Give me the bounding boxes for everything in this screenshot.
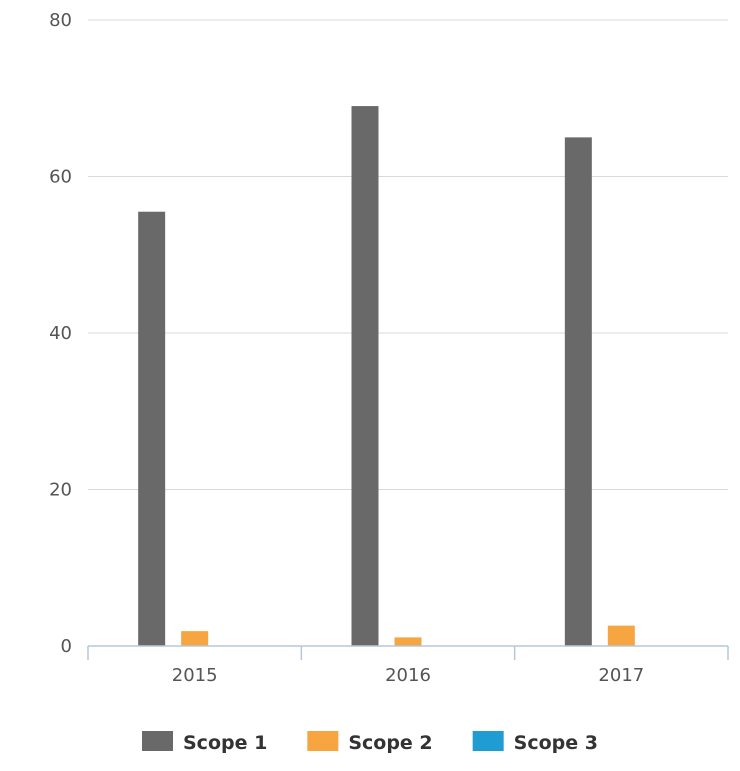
y-tick-label: 40: [49, 323, 72, 344]
bar-scope-1-2016: [351, 106, 379, 646]
legend-item-scope-2[interactable]: Scope 2: [307, 731, 433, 754]
y-tick-label: 60: [49, 167, 72, 188]
legend-swatch: [472, 731, 504, 751]
bars: [138, 106, 635, 646]
legend: Scope 1 Scope 2 Scope 3: [142, 731, 598, 754]
legend-swatch: [142, 731, 174, 751]
legend-item-scope-3[interactable]: Scope 3: [472, 731, 598, 754]
legend-swatch: [307, 731, 339, 751]
bar-scope-1-2015: [138, 211, 166, 646]
x-tick-label: 2016: [385, 665, 431, 686]
gridlines: [88, 19, 728, 490]
x-tick-label: 2015: [172, 665, 218, 686]
legend-label: Scope 1: [183, 732, 267, 754]
legend-item-scope-1[interactable]: Scope 1: [142, 731, 267, 754]
y-tick-label: 0: [61, 636, 72, 657]
legend-label: Scope 3: [514, 732, 598, 754]
legend-label: Scope 2: [348, 732, 432, 754]
bar-scope-2-2017: [607, 625, 635, 646]
y-axis: 0 20 40 60 80: [49, 10, 72, 657]
y-tick-label: 20: [49, 480, 72, 501]
bar-scope-2-2016: [394, 637, 422, 646]
bar-scope-2-2015: [181, 631, 209, 646]
x-tick-label: 2017: [598, 665, 644, 686]
x-axis: 2015 2016 2017: [87, 645, 729, 686]
bar-scope-1-2017: [564, 137, 592, 646]
y-tick-label: 80: [49, 10, 72, 31]
